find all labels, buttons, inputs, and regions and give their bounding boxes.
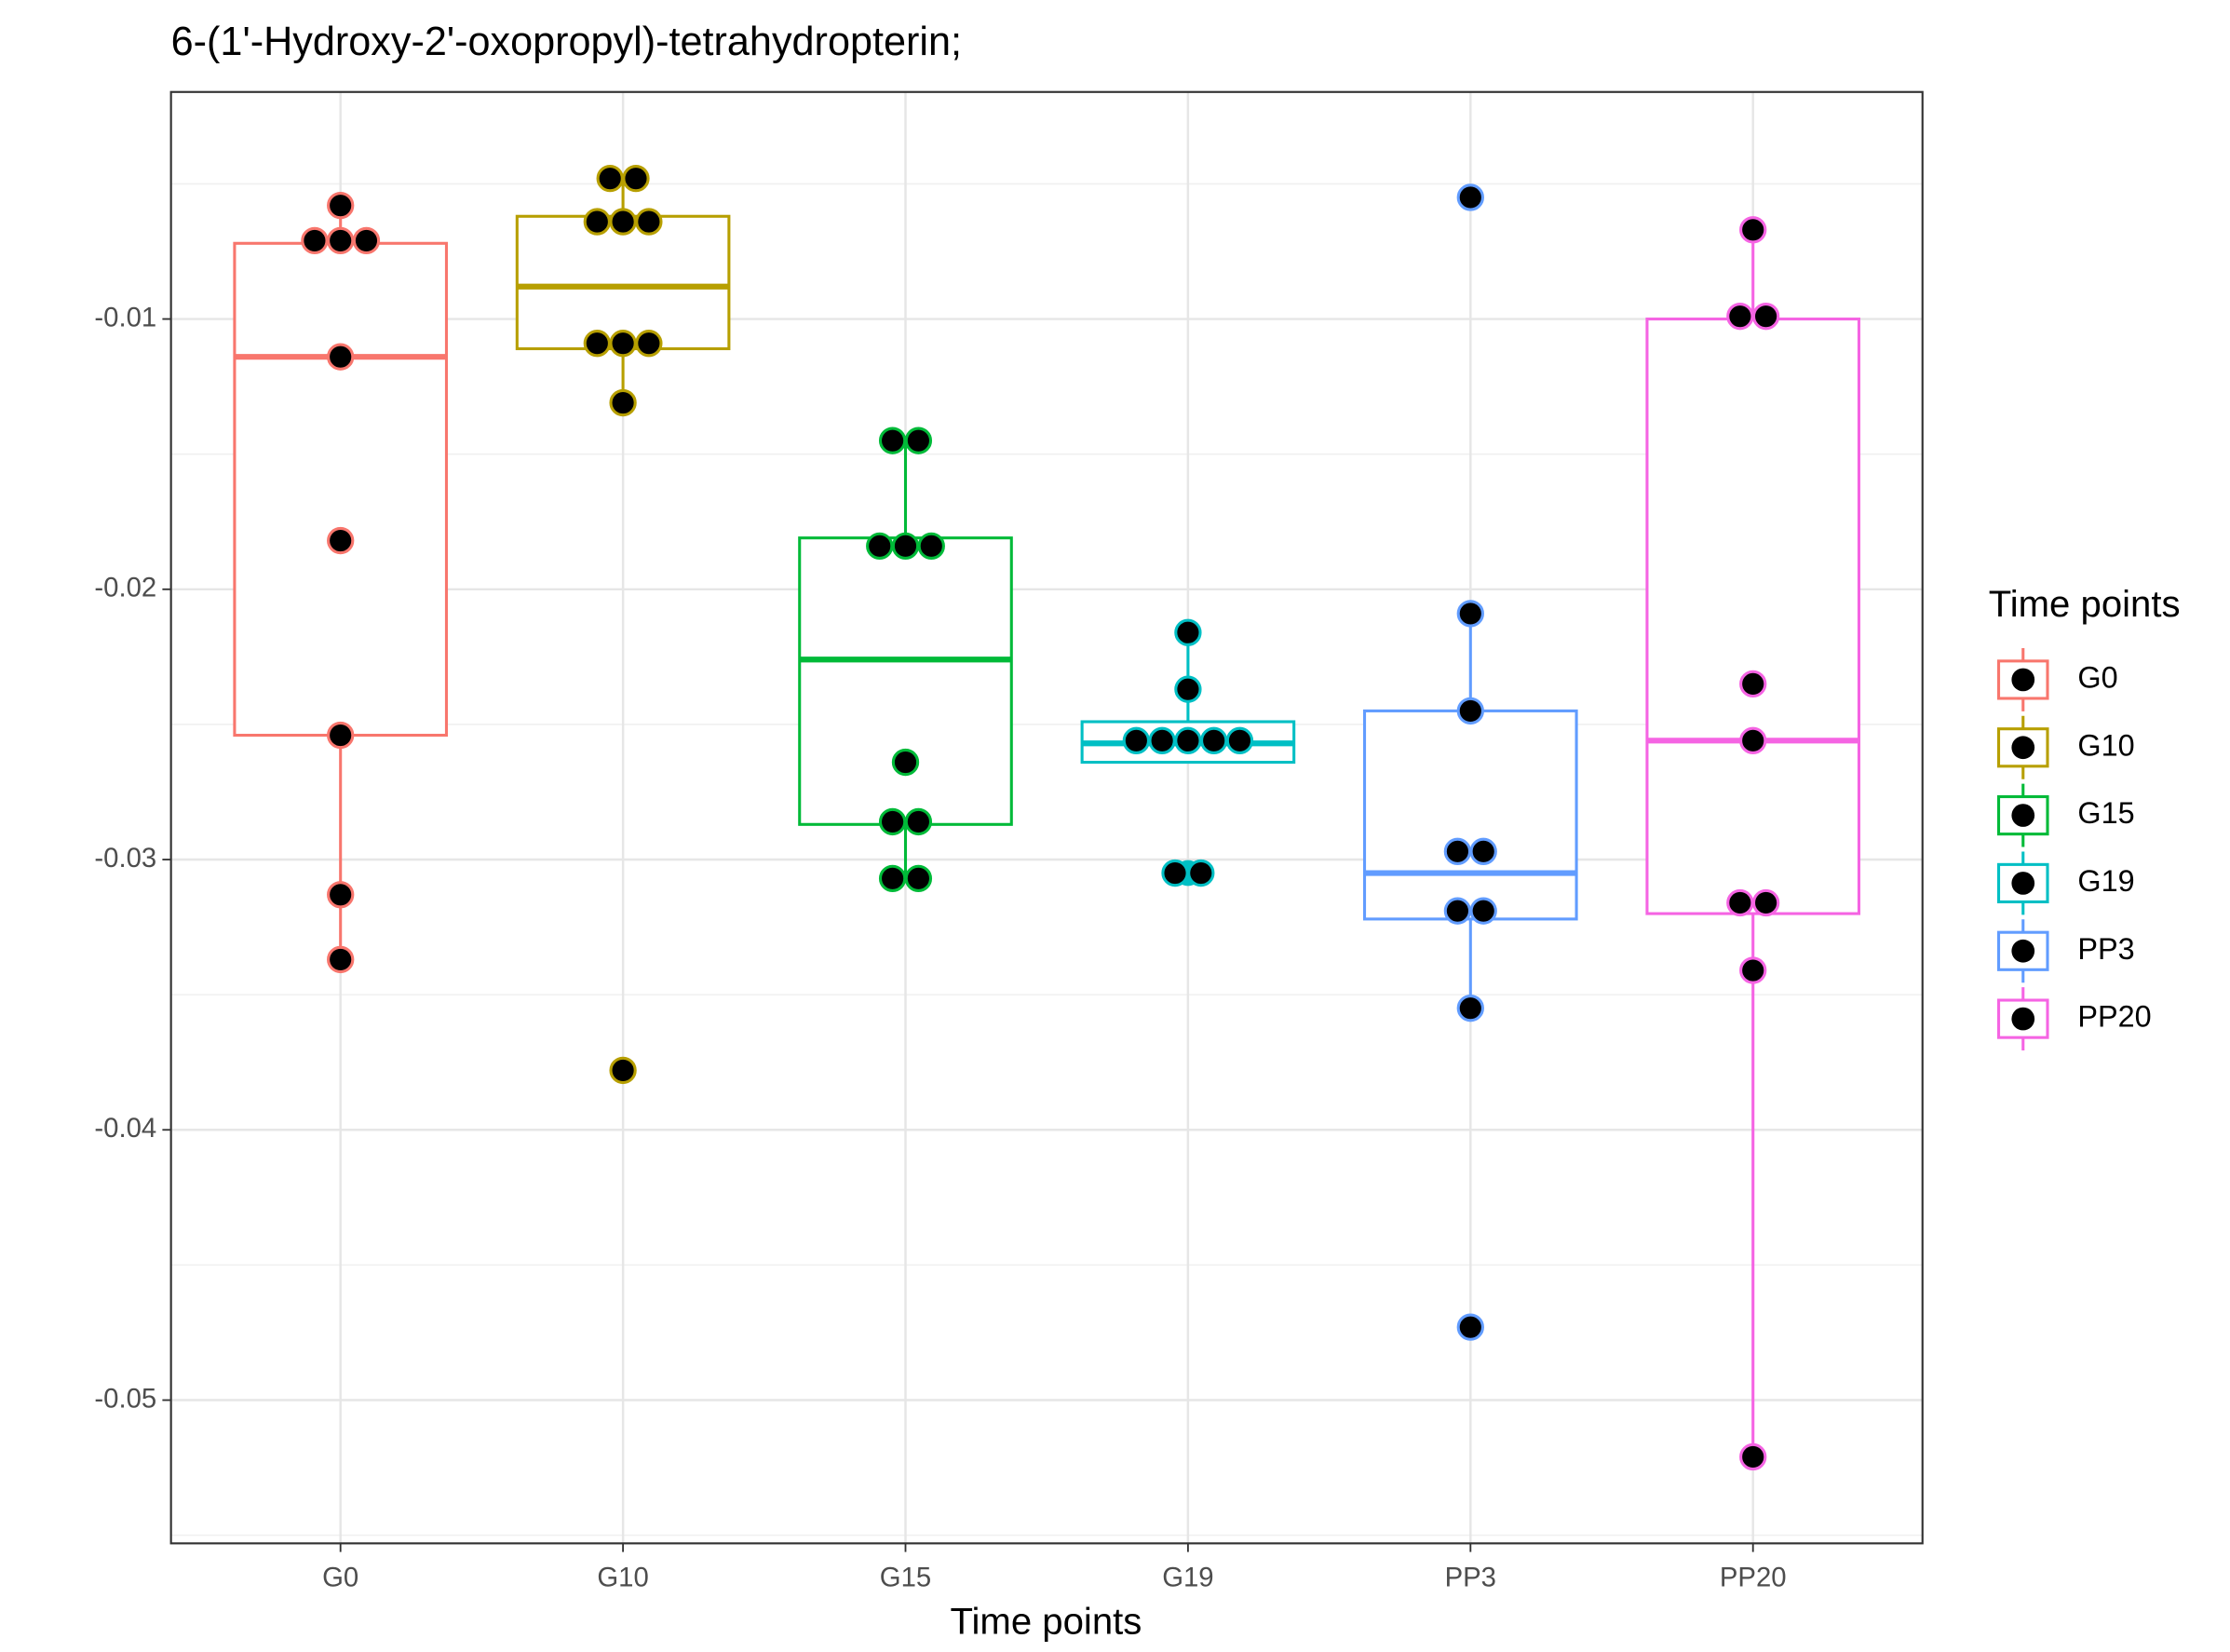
dot bbox=[583, 330, 611, 358]
dot bbox=[1456, 995, 1484, 1022]
dot bbox=[609, 208, 637, 236]
x-tick-label: G19 bbox=[1162, 1563, 1213, 1593]
dot bbox=[1174, 726, 1202, 754]
box bbox=[798, 536, 1013, 826]
legend-title: Time points bbox=[1989, 583, 2181, 625]
dot bbox=[635, 330, 663, 358]
dot bbox=[352, 226, 381, 255]
chart-title: 6-(1'-Hydroxy-2'-oxopropyl)-tetrahydropt… bbox=[171, 20, 962, 64]
y-tick-label: -0.01 bbox=[94, 302, 156, 332]
legend-dot[interactable] bbox=[2011, 872, 2035, 895]
dot bbox=[609, 330, 637, 358]
dot bbox=[1726, 302, 1754, 331]
dot bbox=[327, 721, 355, 750]
dot bbox=[1187, 859, 1215, 887]
dot bbox=[917, 532, 945, 561]
dot bbox=[1456, 697, 1484, 725]
dot bbox=[1751, 302, 1780, 331]
dot bbox=[327, 192, 355, 220]
legend-label[interactable]: G15 bbox=[2077, 796, 2134, 830]
dot bbox=[327, 226, 355, 255]
dot bbox=[583, 208, 611, 236]
dot bbox=[327, 526, 355, 555]
plot-border bbox=[169, 90, 1924, 1545]
x-tick-label: PP20 bbox=[1720, 1563, 1787, 1593]
legend-dot[interactable] bbox=[2011, 804, 2035, 827]
dot bbox=[609, 1056, 637, 1085]
dot bbox=[1225, 726, 1254, 754]
legend-dot[interactable] bbox=[2011, 736, 2035, 760]
y-tick-label: -0.02 bbox=[94, 573, 156, 603]
legend-dot[interactable] bbox=[2011, 939, 2035, 963]
plot-background bbox=[170, 91, 1923, 1544]
legend-label[interactable]: G19 bbox=[2077, 864, 2134, 898]
box bbox=[1645, 318, 1861, 915]
y-tick-label: -0.03 bbox=[94, 843, 156, 873]
dot bbox=[1726, 888, 1754, 917]
dot bbox=[1469, 897, 1497, 925]
dot bbox=[1456, 183, 1484, 211]
dot bbox=[622, 164, 650, 193]
legend-label[interactable]: PP20 bbox=[2077, 1000, 2151, 1034]
dot bbox=[327, 343, 355, 371]
legend-key[interactable] bbox=[1996, 998, 2049, 1039]
dot bbox=[635, 208, 663, 236]
y-tick-label: -0.04 bbox=[94, 1113, 156, 1144]
box bbox=[515, 214, 731, 351]
dot bbox=[1739, 670, 1767, 698]
x-tick-label: PP3 bbox=[1445, 1563, 1496, 1593]
dot bbox=[1443, 897, 1472, 925]
dot bbox=[891, 748, 920, 777]
legend-label[interactable]: PP3 bbox=[2077, 932, 2134, 966]
legend-dot[interactable] bbox=[2011, 1007, 2035, 1031]
dot bbox=[1739, 1442, 1767, 1471]
dot bbox=[878, 807, 907, 836]
dot bbox=[904, 864, 933, 893]
legend-label[interactable]: G10 bbox=[2077, 728, 2134, 762]
dot bbox=[1443, 837, 1472, 865]
dot bbox=[1174, 675, 1202, 703]
dot bbox=[1174, 618, 1202, 646]
dot bbox=[866, 532, 894, 561]
dot bbox=[1739, 216, 1767, 244]
dot bbox=[1456, 600, 1484, 628]
dot bbox=[904, 427, 933, 454]
y-tick-label: -0.05 bbox=[94, 1383, 156, 1414]
box bbox=[233, 241, 449, 738]
dot bbox=[327, 881, 355, 909]
box bbox=[1362, 709, 1578, 921]
dot bbox=[878, 427, 907, 454]
dot bbox=[301, 226, 329, 255]
dot bbox=[891, 532, 920, 561]
dot bbox=[1751, 888, 1780, 917]
x-tick-label: G10 bbox=[597, 1563, 648, 1593]
dot bbox=[1200, 726, 1228, 754]
dot bbox=[596, 164, 624, 193]
dot bbox=[878, 864, 907, 893]
dot bbox=[1122, 726, 1151, 754]
dot bbox=[1469, 837, 1497, 865]
dot bbox=[1148, 726, 1176, 754]
x-tick-label: G0 bbox=[322, 1563, 358, 1593]
dot bbox=[327, 945, 355, 974]
x-tick-label: G15 bbox=[880, 1563, 931, 1593]
legend-label[interactable]: G0 bbox=[2077, 660, 2117, 694]
dot bbox=[904, 807, 933, 836]
dot bbox=[1739, 726, 1767, 754]
x-axis-label: Time points bbox=[951, 1600, 1142, 1642]
dot bbox=[1739, 956, 1767, 984]
dot bbox=[609, 388, 637, 417]
dot bbox=[1456, 1313, 1484, 1341]
legend-dot[interactable] bbox=[2011, 668, 2035, 692]
dot bbox=[1161, 859, 1189, 887]
